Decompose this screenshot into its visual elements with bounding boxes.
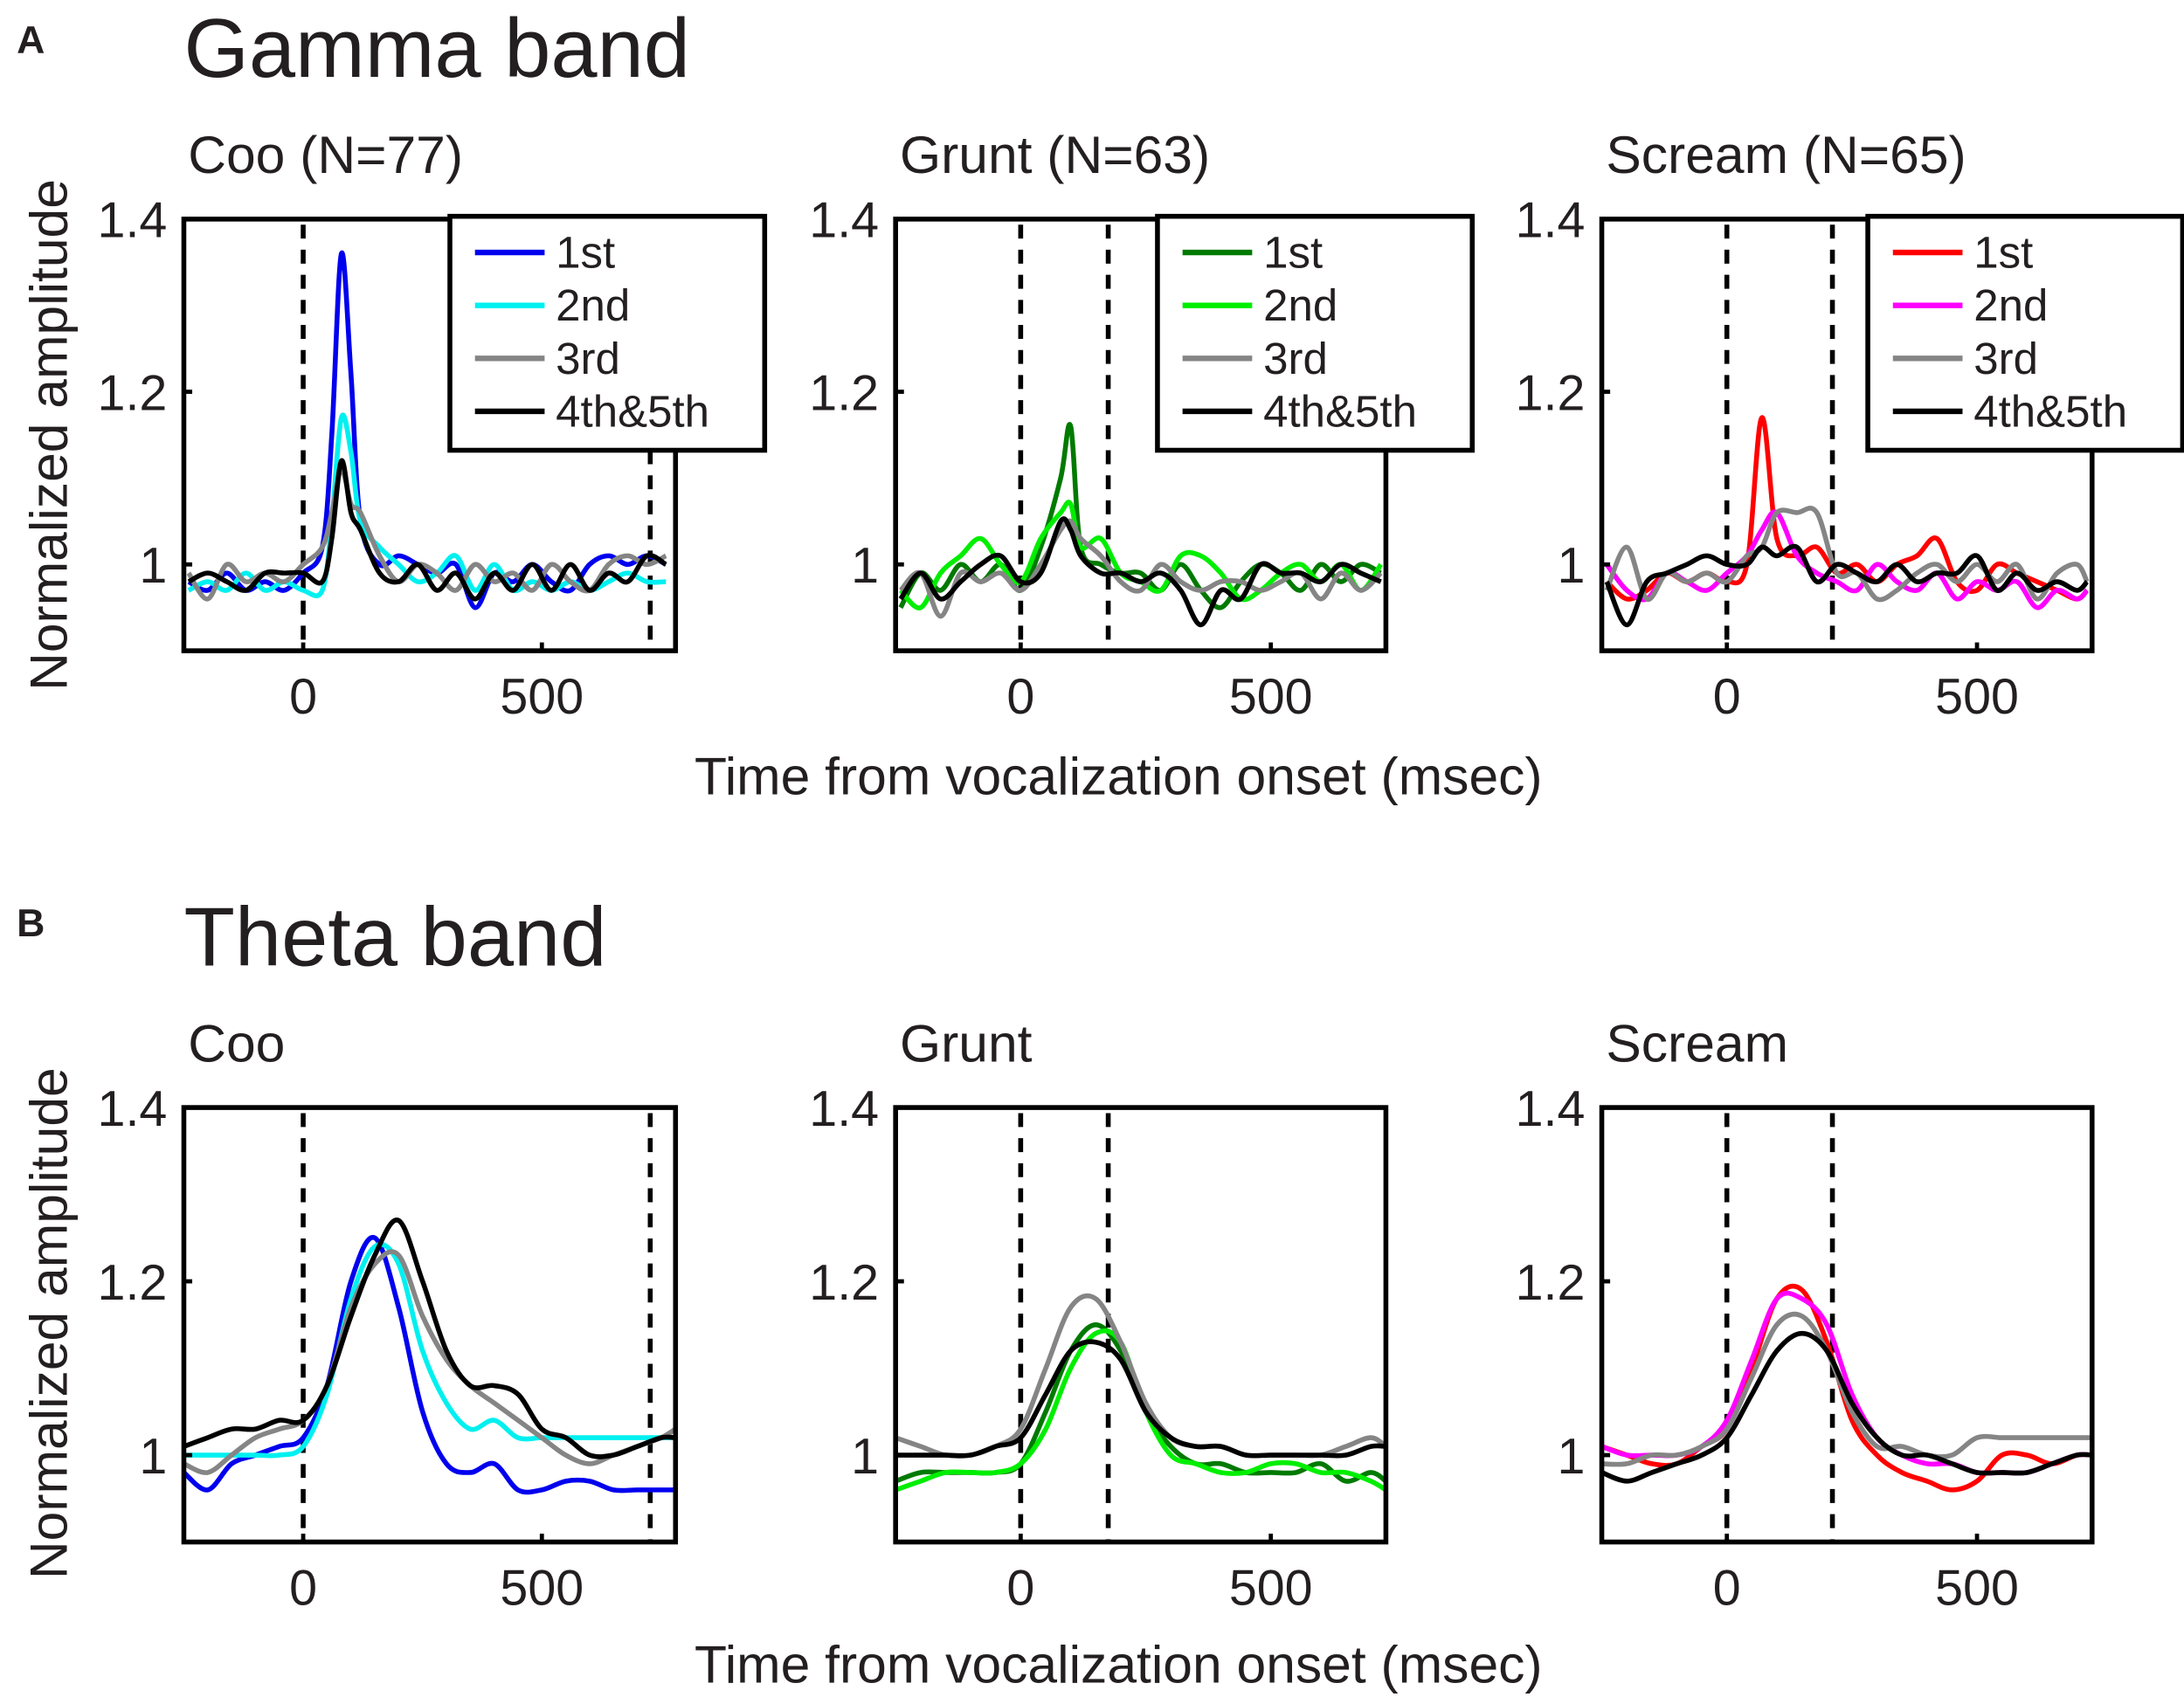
series-line-1st — [1601, 1283, 2092, 1493]
legend-label: 1st — [556, 228, 615, 278]
y-tick-label: 1.4 — [98, 193, 168, 249]
y-axis-label: Normalized amplitude — [19, 1067, 79, 1579]
series-line-4th-5th — [187, 458, 667, 602]
x-axis-label: Time from vocalization onset (msec) — [695, 1635, 1543, 1694]
x-tick-label: 0 — [1006, 669, 1034, 725]
x-tick-label: 0 — [1713, 1560, 1741, 1616]
series-line-1st — [183, 1235, 676, 1495]
y-axis-label: Normalized amplitude — [19, 179, 79, 691]
y-tick-label: 1.4 — [809, 1081, 879, 1137]
x-axis-label: Time from vocalization onset (msec) — [695, 746, 1543, 805]
y-tick-label: 1 — [1557, 1429, 1585, 1485]
y-tick-label: 1.4 — [809, 193, 879, 249]
section-a: A Gamma band Normalized amplitude Time from… — [17, 2, 2184, 805]
x-tick-label: 0 — [289, 669, 317, 725]
axes-box — [1599, 1105, 2095, 1545]
series-group — [895, 1293, 1386, 1493]
panel-0: Coo 1 1.2 1.4 0 500 — [98, 1013, 679, 1616]
series-line-4th-5th — [898, 516, 1382, 628]
x-tick-label: 500 — [1935, 669, 2019, 725]
legend-label: 3rd — [1263, 334, 1328, 383]
legend-label: 4th&5th — [556, 386, 709, 436]
series-group — [1601, 1283, 2092, 1493]
section-letter: A — [17, 19, 45, 62]
panel-title: Scream — [1606, 1013, 1788, 1073]
panel-title: Coo — [188, 1013, 285, 1073]
y-tick-label: 1.4 — [1516, 193, 1586, 249]
panel-title: Coo (N=77) — [188, 125, 463, 184]
section-letter: B — [17, 902, 45, 945]
series-line-3rd — [1601, 1311, 2092, 1467]
y-tick-label: 1 — [1557, 538, 1585, 594]
section-title: Gamma band — [183, 2, 690, 95]
legend-label: 3rd — [1973, 334, 2038, 383]
y-tick-label: 1.2 — [809, 1255, 879, 1311]
series-line-2nd — [183, 1241, 676, 1459]
y-tick-label: 1 — [139, 1429, 167, 1485]
series-line-2nd — [1605, 509, 2090, 611]
series-line-2nd — [1601, 1290, 2092, 1476]
series-line-4th-5th — [895, 1339, 1386, 1459]
y-tick-label: 1.4 — [98, 1081, 168, 1137]
series-group — [898, 422, 1383, 628]
x-tick-label: 500 — [1229, 1560, 1313, 1616]
panel-title: Grunt (N=63) — [900, 125, 1210, 184]
legend-label: 1st — [1263, 228, 1323, 278]
x-tick-label: 500 — [500, 669, 584, 725]
series-group — [183, 1218, 676, 1495]
series-line-1st — [187, 250, 667, 611]
y-tick-label: 1.2 — [1516, 1255, 1586, 1311]
series-line-4th-5th — [1601, 1330, 2092, 1484]
legend-label: 2nd — [1973, 280, 2048, 330]
y-tick-label: 1.4 — [1516, 1081, 1586, 1137]
x-tick-label: 0 — [1713, 669, 1741, 725]
panel-1: Grunt 1 1.2 1.4 0 500 — [809, 1013, 1389, 1616]
x-tick-label: 0 — [289, 1560, 317, 1616]
y-tick-label: 1.2 — [1516, 365, 1586, 421]
legend-label: 3rd — [556, 334, 620, 383]
series-line-3rd — [1604, 506, 2090, 603]
y-tick-label: 1 — [139, 538, 167, 594]
x-tick-label: 500 — [1229, 669, 1313, 725]
series-line-3rd — [895, 1293, 1386, 1459]
series-group — [1604, 415, 2090, 628]
x-tick-label: 0 — [1006, 1560, 1034, 1616]
series-line-3rd — [183, 1249, 676, 1475]
axes-box — [181, 1105, 679, 1545]
legend-label: 4th&5th — [1973, 386, 2127, 436]
y-tick-label: 1.2 — [809, 365, 879, 421]
series-line-4th-5th — [183, 1218, 676, 1459]
panel-title: Grunt — [900, 1013, 1033, 1073]
legend-label: 1st — [1973, 228, 2033, 278]
section-title: Theta band — [183, 890, 606, 983]
y-tick-label: 1.2 — [98, 1255, 168, 1311]
series-line-4th-5th — [1604, 543, 2090, 628]
x-tick-label: 500 — [500, 1560, 584, 1616]
legend-label: 2nd — [556, 280, 630, 330]
y-tick-label: 1.2 — [98, 365, 168, 421]
y-tick-label: 1 — [851, 538, 879, 594]
series-group — [186, 250, 667, 611]
x-tick-label: 500 — [1935, 1560, 2019, 1616]
axes-box — [893, 1105, 1389, 1545]
legend-label: 4th&5th — [1263, 386, 1417, 436]
y-tick-label: 1 — [851, 1429, 879, 1485]
panel-2: Scream 1 1.2 1.4 0 500 — [1516, 1013, 2095, 1616]
panel-title: Scream (N=65) — [1606, 125, 1966, 184]
section-b: B Theta band Normalized amplitude Time from… — [17, 890, 2095, 1694]
legend-label: 2nd — [1263, 280, 1337, 330]
